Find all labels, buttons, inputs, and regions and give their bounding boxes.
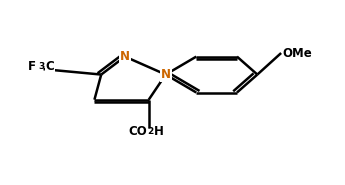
- Text: CO: CO: [128, 125, 147, 138]
- Text: OMe: OMe: [283, 46, 313, 60]
- Text: F: F: [28, 60, 36, 73]
- Text: H: H: [154, 125, 164, 138]
- Text: 3: 3: [38, 62, 45, 71]
- Text: 2: 2: [147, 127, 153, 136]
- Text: C: C: [45, 60, 54, 73]
- Text: N: N: [161, 68, 171, 81]
- Text: N: N: [120, 50, 130, 63]
